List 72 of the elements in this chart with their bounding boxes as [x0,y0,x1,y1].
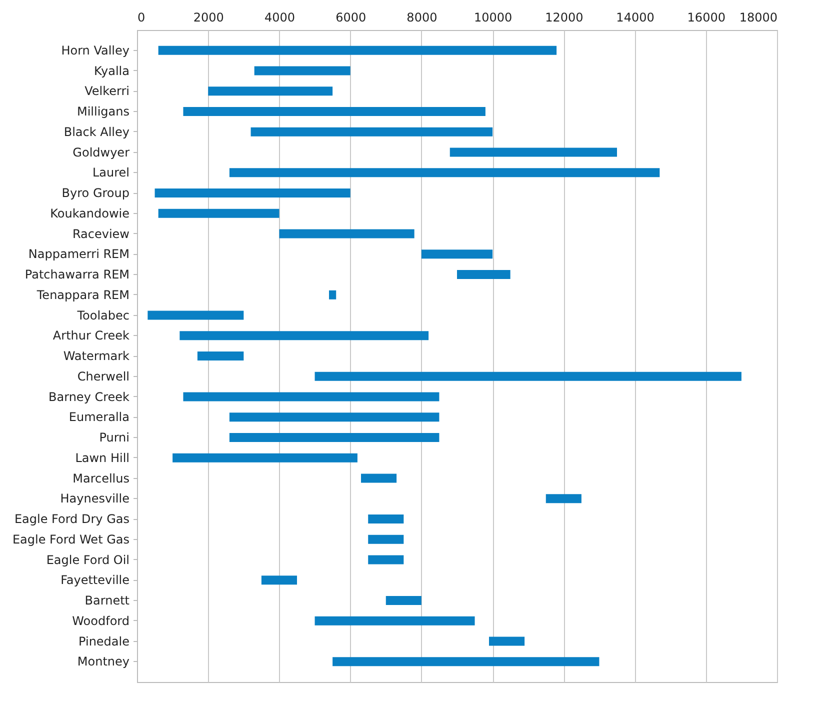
bar [154,188,350,198]
y-tick-label: Eagle Ford Wet Gas [12,532,130,546]
y-tick-label: Arthur Creek [52,328,130,343]
bar [229,412,440,422]
bar [279,229,414,238]
bar [314,616,475,626]
y-tick-label: Haynesville [60,492,130,506]
bar [158,46,557,55]
bar [229,168,660,178]
x-tick-label: 16000 [687,10,726,24]
bar [368,534,404,544]
y-tick-label: Montney [77,654,130,669]
bar [158,208,280,218]
bar [250,127,493,136]
bar [489,636,525,646]
x-tick-label: 8000 [406,10,438,24]
y-tick-label: Tenappara REM [36,288,130,302]
bar [148,310,244,320]
x-tick-label: 0 [138,10,146,24]
y-tick-label: Toolabec [76,308,130,322]
y-tick-label: Kyalla [94,64,130,78]
x-tick-label: 14000 [616,10,654,24]
y-tick-label: Cherwell [77,369,130,384]
bar [197,352,244,360]
bar [183,107,486,116]
x-tick-label: 6000 [336,10,366,24]
x-tick-label: 18000 [739,10,778,24]
y-tick-label: Black Alley [64,124,130,139]
y-tick-label: Milligans [76,104,130,118]
bar [368,555,404,564]
x-tick-label: 2000 [193,10,224,24]
y-tick-label: Fayetteville [60,573,130,588]
bar [208,86,333,96]
x-tick-label: 4000 [264,10,295,24]
bar [368,514,404,524]
bar [183,392,440,402]
bar [361,474,397,483]
y-tick-label: Eagle Ford Dry Gas [14,512,130,526]
bar [386,596,422,605]
y-tick-label: Velkerri [84,84,130,98]
y-tick-label: Watermark [63,349,130,363]
y-tick-label: Barnett [84,594,130,608]
bar [180,331,429,340]
y-tick-label: Koukandowie [50,206,130,220]
y-tick-label: Byro Group [62,186,130,200]
y-tick-label: Woodford [72,614,130,628]
y-tick-label: Goldwyer [72,145,130,160]
y-tick-label: Eagle Ford Oil [46,552,130,567]
x-tick-label: 10000 [474,10,512,24]
x-tick-label: 12000 [545,10,584,24]
bar [314,372,742,381]
bar [329,290,336,300]
y-tick-label: Patchawarra REM [24,268,130,282]
bar [457,270,510,279]
bar [261,576,297,585]
bar [172,453,358,462]
y-tick-label: Raceview [72,226,130,241]
bar [332,657,600,666]
y-tick-label: Purni [99,430,130,444]
bar [546,494,582,504]
y-tick-label: Marcellus [72,471,130,486]
bar [229,433,440,442]
y-tick-label: Lawn Hill [75,450,130,465]
bar [421,250,493,259]
y-tick-label: Horn Valley [61,43,130,58]
y-tick-label: Eumeralla [68,410,130,424]
y-tick-label: Barney Creek [48,390,130,404]
y-tick-label: Pinedale [78,634,130,648]
y-tick-label: Laurel [92,166,130,180]
y-tick-label: Nappamerri REM [28,247,130,262]
bar [450,148,617,157]
bar [254,66,350,76]
